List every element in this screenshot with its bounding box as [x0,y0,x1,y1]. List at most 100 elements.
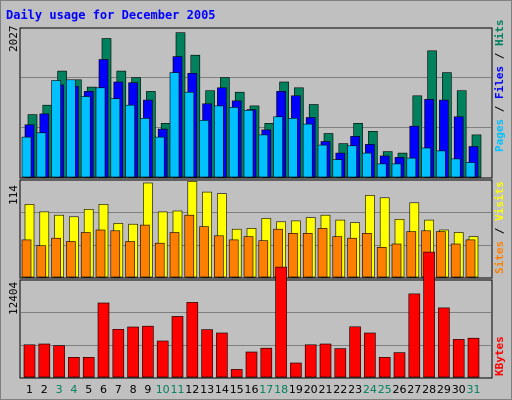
bar-kbytes-day-7 [112,328,125,378]
bar-sites-day-11 [169,232,180,278]
bar-kbytes-day-25 [378,356,391,378]
bar-sites-day-16 [243,236,254,278]
bar-sites-day-10 [154,242,165,278]
day-label-18: 18 [274,383,288,396]
bar-kbytes-day-29 [438,307,450,378]
legend-top: Pages / Files / Hits [493,20,506,153]
bar-kbytes-day-27 [408,293,421,378]
bar-kbytes-day-21 [319,343,332,378]
bar-pages-day-28 [421,147,431,178]
bar-pages-day-6 [95,87,106,178]
day-label-22: 22 [333,383,347,396]
legend-visits: Visits [493,181,506,221]
bar-pages-day-25 [376,163,387,178]
bar-kbytes-day-16 [245,351,258,378]
day-label-14: 14 [215,383,229,396]
bar-sites-day-31 [465,239,476,278]
day-label-20: 20 [304,383,318,396]
bar-kbytes-day-23 [349,326,361,378]
bar-sites-day-2 [36,245,47,278]
bars-visits-sites [21,181,479,278]
bar-pages-day-17 [258,134,269,178]
bar-pages-day-4 [66,79,76,178]
day-label-23: 23 [348,383,362,396]
day-label-16: 16 [245,383,259,396]
bars-hits-files-pages [21,32,482,178]
bar-kbytes-day-4 [68,356,80,378]
bar-pages-day-29 [436,150,446,178]
day-label-13: 13 [200,383,214,396]
chart-title: Daily usage for December 2005 [6,8,216,22]
bar-sites-day-19 [288,233,298,278]
legend-kbytes: KBytes [493,336,506,376]
bars-kbytes [23,251,480,378]
bar-pages-day-1 [21,136,32,178]
day-label-28: 28 [422,383,436,396]
bar-sites-day-25 [376,247,387,278]
bar-sites-day-21 [317,228,328,278]
bar-sites-day-22 [332,236,343,278]
day-label-19: 19 [289,383,303,396]
bar-pages-day-9 [140,118,150,178]
day-label-29: 29 [437,383,451,396]
bar-pages-day-15 [228,107,239,178]
day-label-31: 31 [467,383,481,396]
bar-sites-day-26 [391,243,402,278]
bar-pages-day-11 [169,72,180,178]
max-label-middle: 114 [7,185,20,205]
max-label-bottom: 12404 [7,282,20,315]
bar-kbytes-day-12 [186,302,199,378]
bar-pages-day-18 [273,116,283,178]
bar-sites-day-24 [362,233,372,278]
bar-pages-day-5 [80,96,91,178]
day-label-3: 3 [56,383,63,396]
bar-pages-day-31 [465,162,476,178]
day-label-10: 10 [156,383,170,396]
day-label-24: 24 [363,383,377,396]
bar-sites-day-23 [347,237,357,278]
bar-sites-day-29 [436,231,446,278]
bar-pages-day-7 [110,98,121,178]
bar-sites-day-15 [228,239,239,278]
bar-pages-day-19 [288,118,298,178]
bar-kbytes-day-18 [275,266,287,378]
day-label-1: 1 [26,383,33,396]
bar-kbytes-day-22 [334,348,347,378]
bar-kbytes-day-20 [304,344,317,378]
day-label-4: 4 [70,383,77,396]
bar-kbytes-day-9 [142,325,154,378]
panel-kbytes: 12404 KBytes [7,251,506,379]
day-label-7: 7 [115,383,122,396]
legend-middle: Sites / Visits [493,181,506,274]
day-label-25: 25 [378,383,392,396]
legend-sep: / [493,221,506,241]
bar-kbytes-day-28 [423,251,435,378]
day-label-26: 26 [393,383,407,396]
legend-files: Files [493,66,506,99]
legend-sep: / [493,46,506,66]
bar-kbytes-day-13 [201,329,213,378]
day-label-9: 9 [144,383,151,396]
bar-kbytes-day-30 [452,339,465,378]
bar-pages-day-10 [154,136,165,178]
legend-sep: / [493,99,506,119]
bar-sites-day-20 [302,233,313,278]
x-axis-day-labels: 1 2 3 4 5 6 7 8 9 10 11 12 13 14 15 16 17 18 19 20 21 22 23 24 2… [26,383,481,396]
bar-pages-day-26 [391,163,402,178]
bar-pages-day-12 [184,91,195,178]
bar-sites-day-7 [110,230,121,278]
bar-sites-day-3 [51,237,61,278]
bar-pages-day-3 [51,80,61,178]
legend-hits: Hits [493,20,506,47]
max-label-top: 2027 [7,26,20,53]
day-label-30: 30 [452,383,466,396]
bar-sites-day-8 [125,241,135,278]
panel-visits-sites: 114 Sites / Visits [7,179,506,279]
bar-pages-day-22 [332,159,343,178]
day-label-2: 2 [41,383,48,396]
bar-kbytes-day-6 [97,302,110,378]
bar-sites-day-6 [95,229,106,278]
bar-kbytes-day-3 [53,345,65,378]
bar-kbytes-day-11 [171,316,184,378]
bar-kbytes-day-15 [230,369,243,378]
